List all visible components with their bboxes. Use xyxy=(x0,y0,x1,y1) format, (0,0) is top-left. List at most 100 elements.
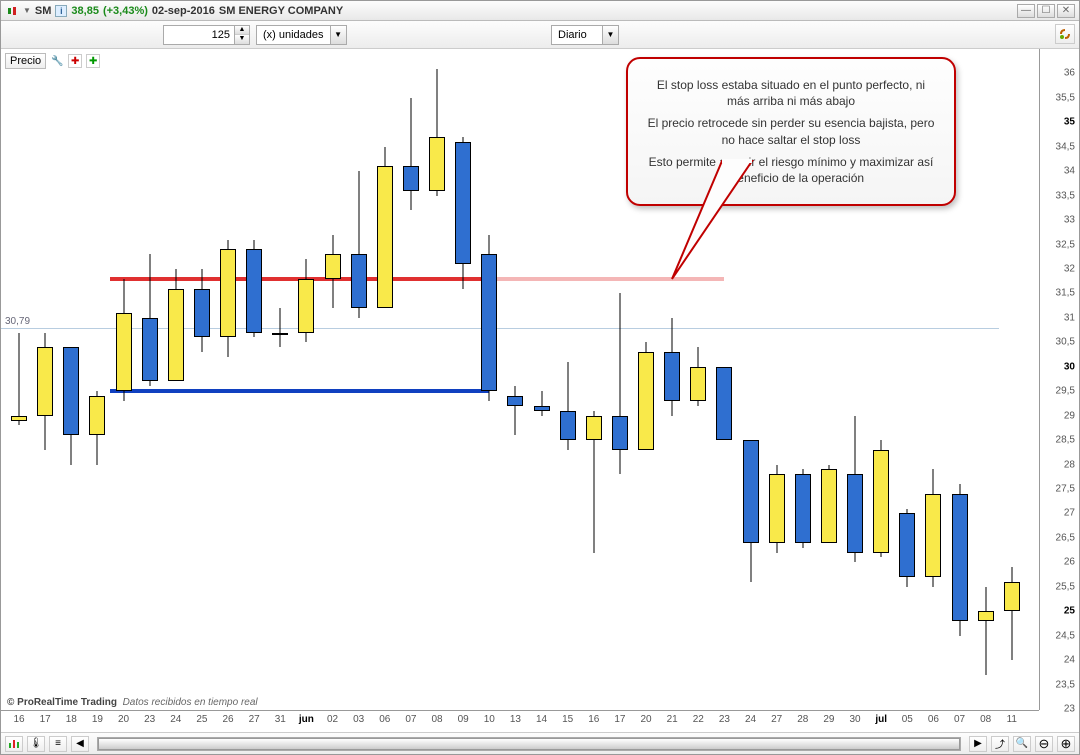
candle xyxy=(401,98,421,210)
x-tick: 11 xyxy=(1007,714,1017,725)
support-line xyxy=(110,389,489,393)
x-tick: 26 xyxy=(222,714,233,725)
candle xyxy=(244,240,264,338)
callout-line-2: El precio retrocede sin perder su esenci… xyxy=(644,115,938,147)
candle xyxy=(453,137,473,289)
reference-label: 30,79 xyxy=(5,316,30,327)
x-tick: 18 xyxy=(66,714,77,725)
x-tick: 06 xyxy=(379,714,390,725)
y-tick: 24 xyxy=(1064,655,1075,666)
maximize-button[interactable]: ☐ xyxy=(1037,4,1055,18)
x-tick: 02 xyxy=(327,714,338,725)
candle xyxy=(375,147,395,308)
titlebar: ▼ SM i 38,85 (+3,43%) 02-sep-2016 SM ENE… xyxy=(1,1,1079,21)
y-tick: 36 xyxy=(1064,68,1075,79)
y-tick: 34,5 xyxy=(1056,141,1075,152)
x-tick: 15 xyxy=(562,714,573,725)
chart-type-icon[interactable] xyxy=(5,736,23,752)
chart-footer: © ProRealTime Trading Datos recibidos en… xyxy=(7,697,258,708)
y-tick: 28,5 xyxy=(1056,435,1075,446)
candle xyxy=(218,240,238,357)
x-tick: 20 xyxy=(118,714,129,725)
scrollbar-thumb[interactable] xyxy=(98,738,960,750)
y-tick: 29,5 xyxy=(1056,386,1075,397)
zoom-fit-icon[interactable]: 🔍 xyxy=(1013,736,1031,752)
annotation-callout: El stop loss estaba situado en el punto … xyxy=(626,57,956,206)
chart-area[interactable]: Precio 🔧 ✚ ✚ 30,79 2323,52424,52525,5262… xyxy=(1,49,1079,732)
x-tick: 29 xyxy=(823,714,834,725)
zoom-out-icon[interactable]: ⊖ xyxy=(1035,736,1053,752)
bars-count-input[interactable] xyxy=(164,29,234,41)
minimize-button[interactable]: — xyxy=(1017,4,1035,18)
candle xyxy=(349,171,369,318)
spin-up-icon[interactable]: ▲ xyxy=(235,26,249,35)
x-tick: 03 xyxy=(353,714,364,725)
units-combo[interactable]: (x) unidades ▼ xyxy=(256,25,347,45)
x-tick: 22 xyxy=(693,714,704,725)
candle xyxy=(610,293,630,474)
candle xyxy=(9,333,29,426)
x-tick: 05 xyxy=(902,714,913,725)
x-tick: 30 xyxy=(849,714,860,725)
x-tick: 17 xyxy=(40,714,51,725)
candle xyxy=(558,362,578,450)
candle xyxy=(871,440,891,557)
y-tick: 27,5 xyxy=(1056,484,1075,495)
candle xyxy=(296,259,316,342)
callout-line-1: El stop loss estaba situado en el punto … xyxy=(644,77,938,109)
candle xyxy=(140,254,160,386)
candle xyxy=(950,484,970,636)
spin-down-icon[interactable]: ▼ xyxy=(235,35,249,44)
y-tick: 32 xyxy=(1064,264,1075,275)
candlestick-icon xyxy=(5,4,19,18)
footer-subtitle: Datos recibidos en tiempo real xyxy=(123,697,258,708)
y-tick: 28 xyxy=(1064,459,1075,470)
thermometer-icon[interactable]: 🌡 xyxy=(27,736,45,752)
x-tick: 27 xyxy=(249,714,260,725)
x-axis[interactable]: 1617181920232425262731jun020306070809101… xyxy=(1,710,1039,732)
candle xyxy=(636,342,656,450)
info-icon[interactable]: i xyxy=(55,5,67,17)
x-tick: 10 xyxy=(484,714,495,725)
horizontal-scrollbar[interactable] xyxy=(97,737,961,751)
candle xyxy=(505,386,525,435)
x-tick: 08 xyxy=(980,714,991,725)
list-icon[interactable]: ≡ xyxy=(49,736,67,752)
export-icon[interactable]: ⤴ xyxy=(991,736,1009,752)
candle xyxy=(192,269,212,352)
bottom-toolbar: 🌡 ≡ ◀ ▶ ⤴ 🔍 ⊖ ⊕ xyxy=(1,732,1079,754)
y-tick: 23 xyxy=(1064,704,1075,715)
y-tick: 24,5 xyxy=(1056,630,1075,641)
x-tick: jul xyxy=(875,714,887,725)
scroll-right-icon[interactable]: ▶ xyxy=(969,736,987,752)
y-tick: 31 xyxy=(1064,312,1075,323)
candle xyxy=(114,279,134,401)
candle xyxy=(61,347,81,464)
zoom-in-icon[interactable]: ⊕ xyxy=(1057,736,1075,752)
bars-count-spinner[interactable]: ▲ ▼ xyxy=(163,25,250,45)
y-tick: 27 xyxy=(1064,508,1075,519)
y-tick: 33 xyxy=(1064,215,1075,226)
chevron-down-icon[interactable]: ▼ xyxy=(602,26,618,44)
x-tick: 24 xyxy=(170,714,181,725)
price-change: (+3,43%) xyxy=(103,5,148,17)
candle xyxy=(976,587,996,675)
x-tick: 27 xyxy=(771,714,782,725)
timeframe-combo[interactable]: Diario ▼ xyxy=(551,25,619,45)
close-button[interactable]: ✕ xyxy=(1057,4,1075,18)
link-chart-icon[interactable] xyxy=(1055,24,1075,44)
y-tick: 26,5 xyxy=(1056,532,1075,543)
chevron-down-icon[interactable]: ▼ xyxy=(330,26,346,44)
candle xyxy=(662,318,682,416)
timeframe-value: Diario xyxy=(552,29,602,41)
y-tick: 25 xyxy=(1064,606,1075,617)
x-tick: 07 xyxy=(954,714,965,725)
candle xyxy=(166,269,186,381)
x-tick: 09 xyxy=(458,714,469,725)
x-tick: 06 xyxy=(928,714,939,725)
candle xyxy=(767,465,787,553)
y-axis[interactable]: 2323,52424,52525,52626,52727,52828,52929… xyxy=(1039,49,1079,710)
last-price: 38,85 xyxy=(71,5,99,17)
scroll-left-icon[interactable]: ◀ xyxy=(71,736,89,752)
dropdown-icon[interactable]: ▼ xyxy=(23,6,31,15)
